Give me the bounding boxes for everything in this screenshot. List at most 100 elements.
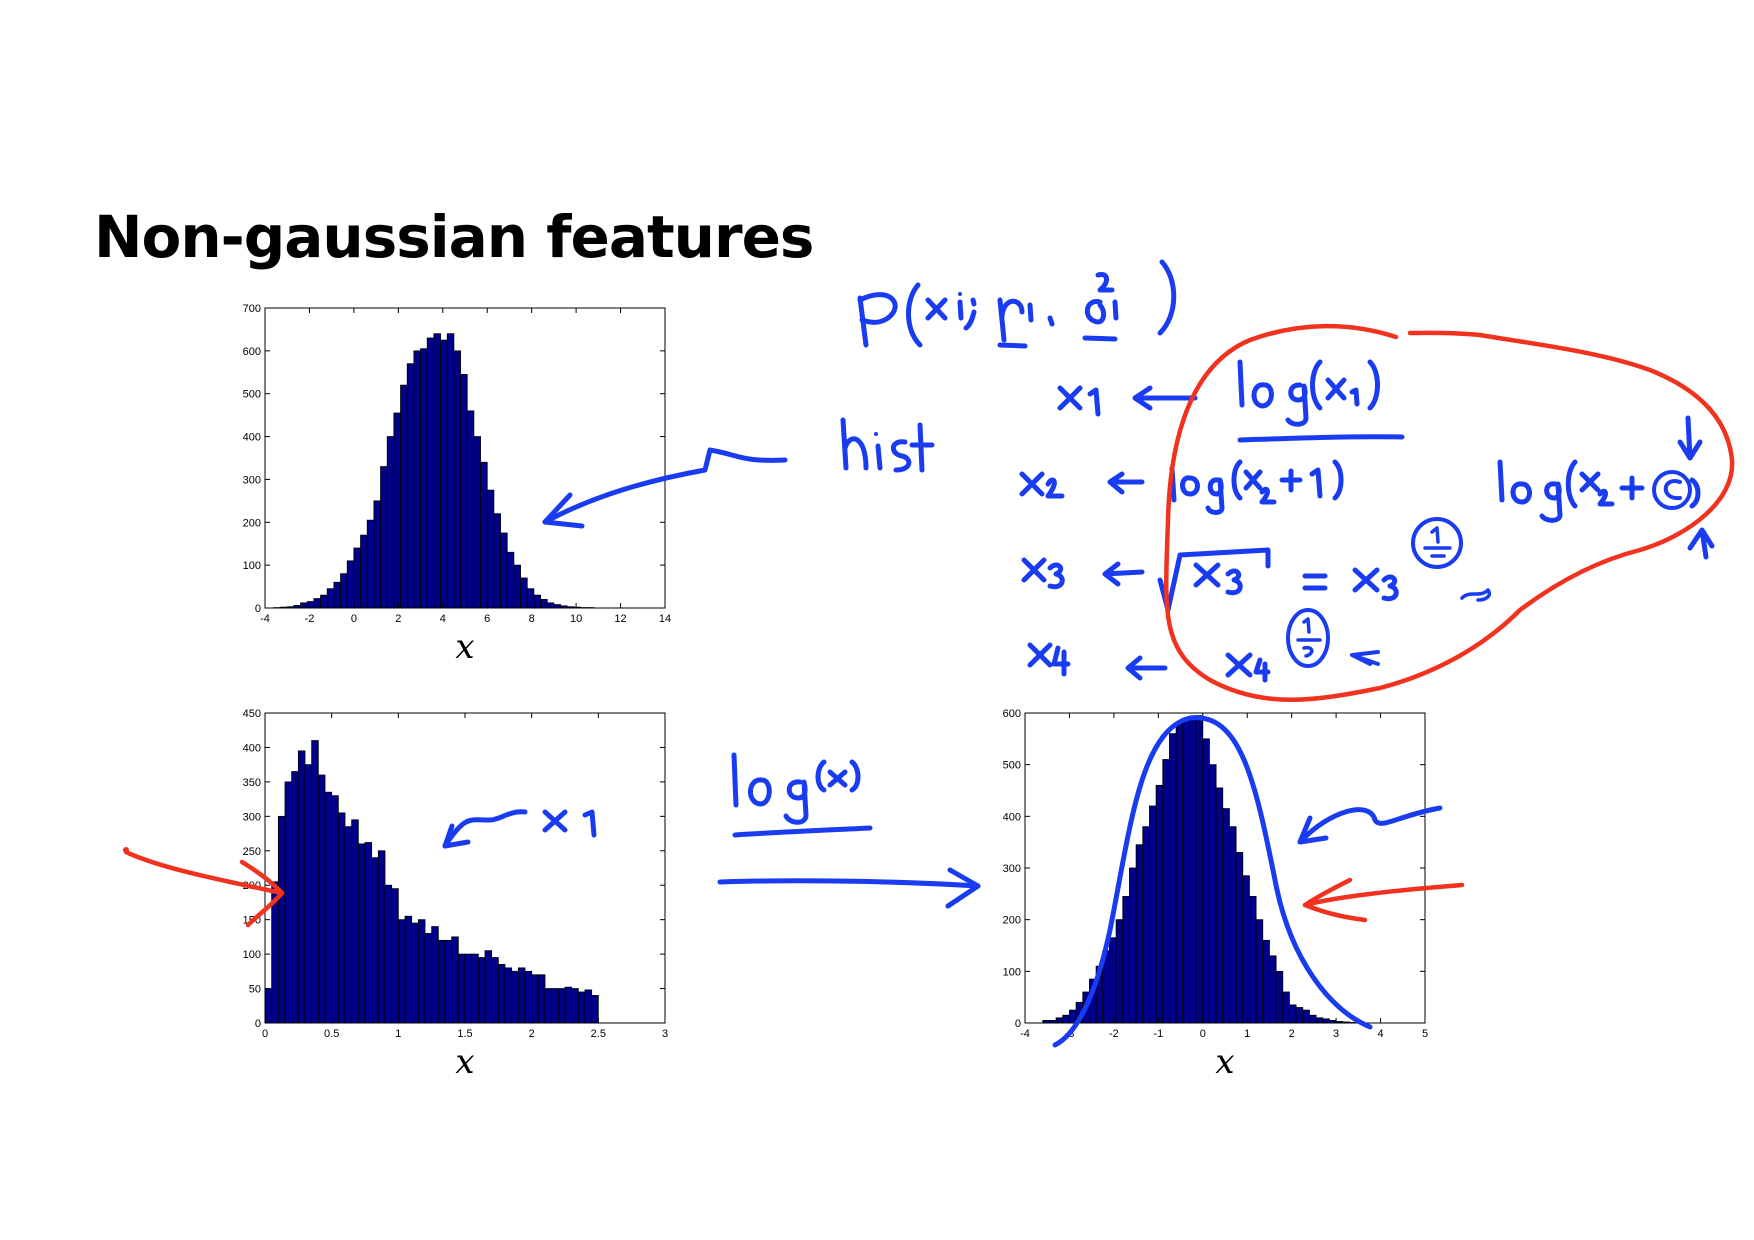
x-tick-label: 2 [1289,1028,1295,1040]
histogram-bar [1215,787,1224,1024]
histogram-bar [1135,844,1144,1024]
y-tick-label: 100 [243,560,261,572]
y-tick-label: 350 [243,777,261,789]
histogram-bar [1309,1014,1317,1024]
histogram-bar [1282,991,1290,1024]
histogram-bar [1262,939,1270,1024]
histogram-bar [444,939,453,1024]
transform-list-ink [1019,359,1715,683]
histogram-bar [1189,717,1197,1024]
histogram-bar [1242,875,1250,1024]
histogram-bar [571,988,579,1024]
histogram-bar [366,519,375,609]
histogram-bar [504,967,513,1024]
histogram-bar [1169,733,1177,1024]
x-axis-label: x [455,1042,474,1082]
histogram-bar [317,774,326,1024]
histogram-bar [591,995,599,1024]
x-tick-label: 0.5 [324,1028,339,1040]
histogram-bar [271,881,279,1024]
histogram-bar [393,412,401,609]
histogram-bar [493,513,501,609]
histogram-bar [431,926,439,1024]
histogram-bar [1249,896,1257,1024]
histogram-bar [553,604,561,609]
histogram-bar [297,750,306,1024]
histogram-bar [417,919,426,1024]
histogram-bar [506,551,515,609]
histogram-bar [1055,1017,1064,1024]
log-x-annotation-ink [717,752,981,909]
histogram-bar [386,436,395,609]
histogram-bar [1302,1009,1310,1024]
x-tick-label: 6 [484,613,490,625]
y-tick-label: 400 [243,742,261,754]
histogram-bar [520,577,528,609]
y-tick-label: 400 [1003,811,1021,823]
histogram-bar [526,588,535,609]
histogram-bar [473,436,481,609]
y-tick-label: 450 [243,708,261,720]
histogram-bar [264,988,273,1024]
histogram-bar [453,350,461,609]
histogram-bar [346,560,355,609]
histogram-bar [1255,919,1264,1024]
histogram-bar [1195,715,1204,1024]
histogram-bar [531,974,539,1024]
histogram-bar [404,915,413,1024]
histogram-bar [460,374,468,609]
histogram-bar [451,936,459,1024]
y-tick-label: 300 [243,811,261,823]
histogram-bar [524,970,533,1024]
histogram-bar [471,953,479,1024]
histogram-bar [1155,784,1164,1024]
density-formula-ink [857,259,1177,349]
histogram-bar [1295,1007,1304,1024]
histogram-bar [380,466,388,609]
y-tick-label: 100 [243,949,261,961]
y-tick-label: 50 [249,984,261,996]
histogram-bar [340,573,348,609]
histogram-bar [1129,867,1137,1024]
histogram-bar [1269,955,1277,1024]
x-tick-label: 0 [351,613,357,625]
x-tick-label: -1 [1153,1028,1163,1040]
histogram-bar [311,740,319,1024]
histogram-bar [1222,808,1230,1024]
histogram-bar [1289,1004,1297,1024]
histogram-bar [584,989,593,1024]
x-tick-label: -4 [1020,1028,1030,1040]
histogram-bar [544,988,553,1024]
histogram-bar [1202,738,1210,1024]
histogram-bar [564,986,573,1024]
x-tick-label: 3 [1333,1028,1339,1040]
histogram-bar [304,764,313,1024]
histogram-bar [1235,852,1244,1024]
y-tick-label: 600 [243,346,261,358]
histogram-bar [300,602,308,609]
histogram-bar [337,812,346,1024]
x-tick-label: 12 [614,613,626,625]
histogram-bar [353,547,361,609]
histogram-bar [1229,826,1237,1024]
histogram-bar [517,967,526,1024]
y-tick-label: 150 [243,915,261,927]
x-tick-label: 1 [1244,1028,1250,1040]
histogram-bar [326,588,335,609]
histogram-bar [1095,965,1104,1024]
histogram-bar [1109,937,1117,1024]
histogram-bar [551,988,559,1024]
y-tick-label: 0 [255,1018,261,1030]
histogram-bar [411,922,419,1024]
histogram-chart-top: -4 -2 0 2 4 6 8 10 12 14 0 100 200 300 400 500 600 700 x [243,303,671,667]
histogram-bar [320,594,328,609]
histogram-bar [1315,1017,1324,1024]
histogram-bar [406,363,415,609]
histogram-bar [1162,759,1170,1024]
histogram-bar [426,337,435,609]
histogram-bar [486,489,495,609]
histogram-bar [546,602,555,609]
x-tick-label: -4 [260,613,270,625]
histogram-bar [1122,896,1130,1024]
histogram-bar [577,991,586,1024]
